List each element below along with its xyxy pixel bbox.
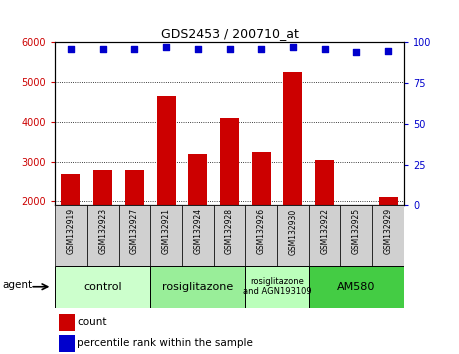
Bar <box>55 205 87 266</box>
Bar <box>220 118 239 281</box>
Bar <box>182 205 213 266</box>
Bar <box>157 96 176 281</box>
Point <box>321 46 328 52</box>
Bar <box>150 205 182 266</box>
Text: GSM132921: GSM132921 <box>162 208 171 254</box>
Text: GSM132926: GSM132926 <box>257 208 266 255</box>
Point <box>131 46 138 52</box>
Bar <box>150 266 246 308</box>
Point <box>257 46 265 52</box>
Bar <box>93 170 112 281</box>
Text: GSM132927: GSM132927 <box>130 208 139 255</box>
Point <box>289 45 297 50</box>
Bar <box>246 205 277 266</box>
Bar <box>188 154 207 281</box>
Bar <box>59 314 75 331</box>
Title: GDS2453 / 200710_at: GDS2453 / 200710_at <box>161 27 298 40</box>
Text: GSM132924: GSM132924 <box>193 208 202 255</box>
Bar <box>347 239 366 281</box>
Bar <box>125 170 144 281</box>
Bar <box>372 205 404 266</box>
Bar <box>118 205 150 266</box>
Bar <box>309 266 404 308</box>
Point <box>162 45 170 50</box>
Text: GSM132922: GSM132922 <box>320 208 329 254</box>
Text: GSM132923: GSM132923 <box>98 208 107 255</box>
Text: count: count <box>78 317 107 327</box>
Text: AM580: AM580 <box>337 282 375 292</box>
Bar <box>246 266 309 308</box>
Point <box>99 46 106 52</box>
Point <box>353 50 360 55</box>
Point <box>226 46 233 52</box>
Point <box>384 48 392 53</box>
Text: rosiglitazone: rosiglitazone <box>162 282 234 292</box>
Bar <box>59 335 75 352</box>
Text: GSM132919: GSM132919 <box>67 208 75 255</box>
Bar <box>87 205 118 266</box>
Point <box>194 46 202 52</box>
Text: GSM132928: GSM132928 <box>225 208 234 254</box>
Bar <box>283 72 302 281</box>
Text: agent: agent <box>3 280 33 290</box>
Bar <box>277 205 309 266</box>
Bar <box>62 173 80 281</box>
Text: control: control <box>84 282 122 292</box>
Bar <box>309 205 341 266</box>
Text: rosiglitazone
and AGN193109: rosiglitazone and AGN193109 <box>243 277 311 296</box>
Text: GSM132925: GSM132925 <box>352 208 361 255</box>
Point <box>67 46 75 52</box>
Bar <box>315 160 334 281</box>
Text: GSM132930: GSM132930 <box>288 208 297 255</box>
Bar <box>55 266 150 308</box>
Text: percentile rank within the sample: percentile rank within the sample <box>78 338 253 348</box>
Bar <box>341 205 372 266</box>
Bar <box>213 205 246 266</box>
Bar <box>379 198 397 281</box>
Bar <box>252 152 271 281</box>
Text: GSM132929: GSM132929 <box>384 208 392 255</box>
